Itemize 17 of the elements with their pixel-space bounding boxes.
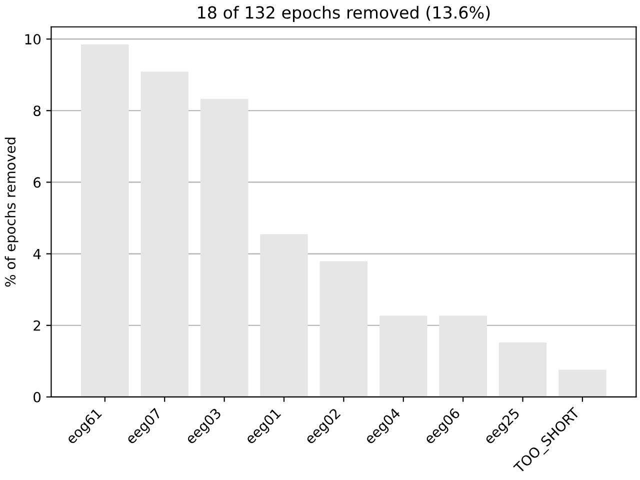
bar <box>81 44 129 397</box>
bar <box>439 316 487 397</box>
y-tick-label: 2 <box>34 320 40 331</box>
y-tick-label: 6 <box>34 177 41 188</box>
bar <box>558 370 606 397</box>
y-tick-label: 10 <box>25 34 41 45</box>
y-tick-label: 0 <box>34 392 41 402</box>
bar <box>200 98 248 397</box>
bar <box>140 72 188 397</box>
chart-title: 18 of 132 epochs removed (13.6%) <box>198 6 490 22</box>
y-tick-label: 4 <box>33 248 41 260</box>
bar <box>498 342 547 397</box>
bar <box>320 261 368 397</box>
bar <box>379 316 428 397</box>
y-axis-title: % of epochs removed <box>4 138 18 287</box>
bar <box>260 234 308 397</box>
y-tick-label: 8 <box>34 106 41 116</box>
